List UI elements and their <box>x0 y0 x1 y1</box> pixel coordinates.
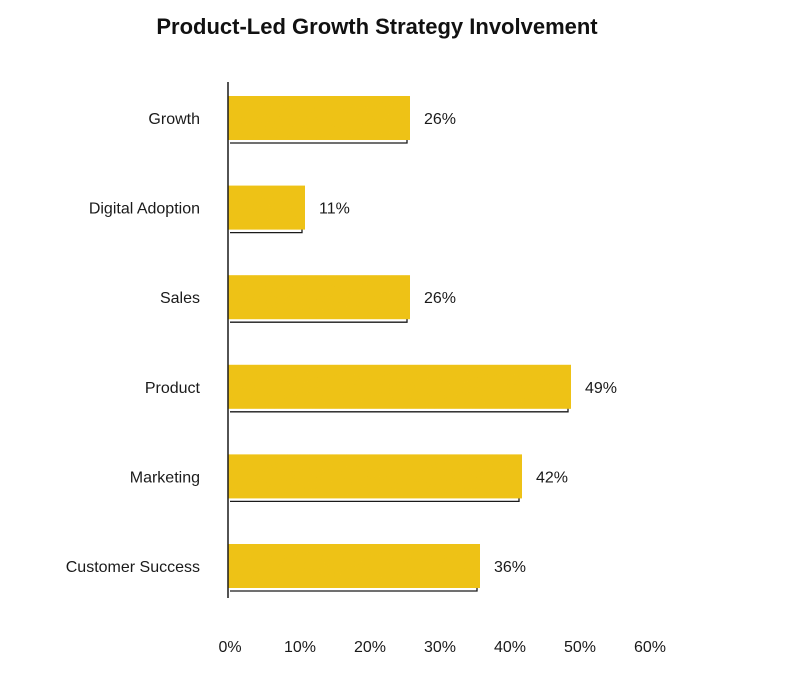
value-label: 26% <box>424 111 456 128</box>
value-label: 49% <box>585 380 617 397</box>
category-label: Customer Success <box>66 559 200 576</box>
bar <box>228 275 410 320</box>
category-label: Marketing <box>130 469 200 486</box>
x-tick-label: 50% <box>564 639 596 656</box>
bar <box>228 364 571 409</box>
x-tick-label: 60% <box>634 639 666 656</box>
x-tick-label: 10% <box>284 639 316 656</box>
value-label: 11% <box>319 201 350 218</box>
value-label: 42% <box>536 469 568 486</box>
x-tick-label: 30% <box>424 639 456 656</box>
category-label: Growth <box>148 111 200 128</box>
x-tick-label: 20% <box>354 639 386 656</box>
x-tick-label: 40% <box>494 639 526 656</box>
bar <box>228 544 480 588</box>
chart-title: Product-Led Growth Strategy Involvement <box>156 14 598 39</box>
category-label: Product <box>145 380 201 397</box>
category-label: Digital Adoption <box>89 201 200 218</box>
x-tick-label: 0% <box>218 639 241 656</box>
bar <box>228 185 305 230</box>
bar <box>228 96 410 140</box>
bar <box>228 454 522 499</box>
category-label: Sales <box>160 290 200 307</box>
value-label: 26% <box>424 290 456 307</box>
value-label: 36% <box>494 559 526 576</box>
